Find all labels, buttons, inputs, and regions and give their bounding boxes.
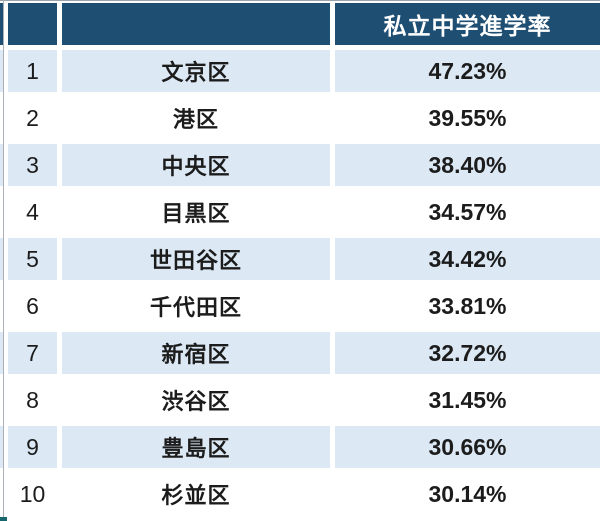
rank-cell: 2 — [8, 97, 57, 139]
rate-cell: 47.23% — [335, 50, 600, 92]
left-edge-fragment — [0, 426, 3, 468]
rate-cell: 30.66% — [335, 426, 600, 468]
ward-name-cell: 豊島区 — [62, 426, 330, 468]
table-row: 9 豊島区 30.66% — [8, 426, 600, 468]
table-row: 3 中央区 38.40% — [8, 144, 600, 186]
table-row: 6 千代田区 33.81% — [8, 285, 600, 327]
rank-header-cell — [8, 3, 57, 45]
rank-cell: 9 — [8, 426, 57, 468]
rank-cell: 3 — [8, 144, 57, 186]
left-edge-fragment — [0, 238, 3, 280]
ward-name-cell: 千代田区 — [62, 285, 330, 327]
ranking-table: 私立中学進学率 1 文京区 47.23% 2 港区 39.55% 3 中央区 3… — [8, 3, 600, 520]
rank-cell: 7 — [8, 332, 57, 374]
ward-name-cell: 目黒区 — [62, 191, 330, 233]
rate-header-cell: 私立中学進学率 — [335, 3, 600, 45]
rank-cell: 8 — [8, 379, 57, 421]
left-edge-fragment — [0, 379, 3, 421]
left-edge-fragment — [0, 191, 3, 233]
cropped-next-row-fragment — [0, 517, 7, 521]
table-header-row: 私立中学進学率 — [8, 3, 600, 45]
table-row: 2 港区 39.55% — [8, 97, 600, 139]
left-edge-fragment — [0, 50, 3, 92]
left-gridline — [3, 0, 4, 521]
left-edge-fragment — [0, 97, 3, 139]
ward-name-cell: 中央区 — [62, 144, 330, 186]
ward-header-cell — [62, 3, 330, 45]
ward-name-cell: 世田谷区 — [62, 238, 330, 280]
left-edge-fragment — [0, 144, 3, 186]
rank-cell: 5 — [8, 238, 57, 280]
table-row: 5 世田谷区 34.42% — [8, 238, 600, 280]
left-edge-fragment — [0, 332, 3, 374]
left-edge-fragment — [0, 473, 3, 515]
ward-name-cell: 渋谷区 — [62, 379, 330, 421]
rate-cell: 39.55% — [335, 97, 600, 139]
rank-cell: 6 — [8, 285, 57, 327]
table-row: 10 杉並区 30.14% — [8, 473, 600, 515]
rate-cell: 34.57% — [335, 191, 600, 233]
rate-cell: 33.81% — [335, 285, 600, 327]
ward-name-cell: 文京区 — [62, 50, 330, 92]
ward-name-cell: 新宿区 — [62, 332, 330, 374]
rate-cell: 38.40% — [335, 144, 600, 186]
rate-cell: 34.42% — [335, 238, 600, 280]
rank-cell: 10 — [8, 473, 57, 515]
ward-name-cell: 杉並区 — [62, 473, 330, 515]
table-row: 7 新宿区 32.72% — [8, 332, 600, 374]
left-edge-fragment — [0, 3, 3, 45]
left-edge-cropped-column — [0, 3, 3, 520]
top-gridline — [0, 0, 600, 1]
left-edge-fragment — [0, 285, 3, 327]
rank-cell: 4 — [8, 191, 57, 233]
rank-cell: 1 — [8, 50, 57, 92]
table-row: 1 文京区 47.23% — [8, 50, 600, 92]
rate-cell: 31.45% — [335, 379, 600, 421]
ward-name-cell: 港区 — [62, 97, 330, 139]
table-row: 4 目黒区 34.57% — [8, 191, 600, 233]
table-row: 8 渋谷区 31.45% — [8, 379, 600, 421]
rate-cell: 32.72% — [335, 332, 600, 374]
rate-cell: 30.14% — [335, 473, 600, 515]
